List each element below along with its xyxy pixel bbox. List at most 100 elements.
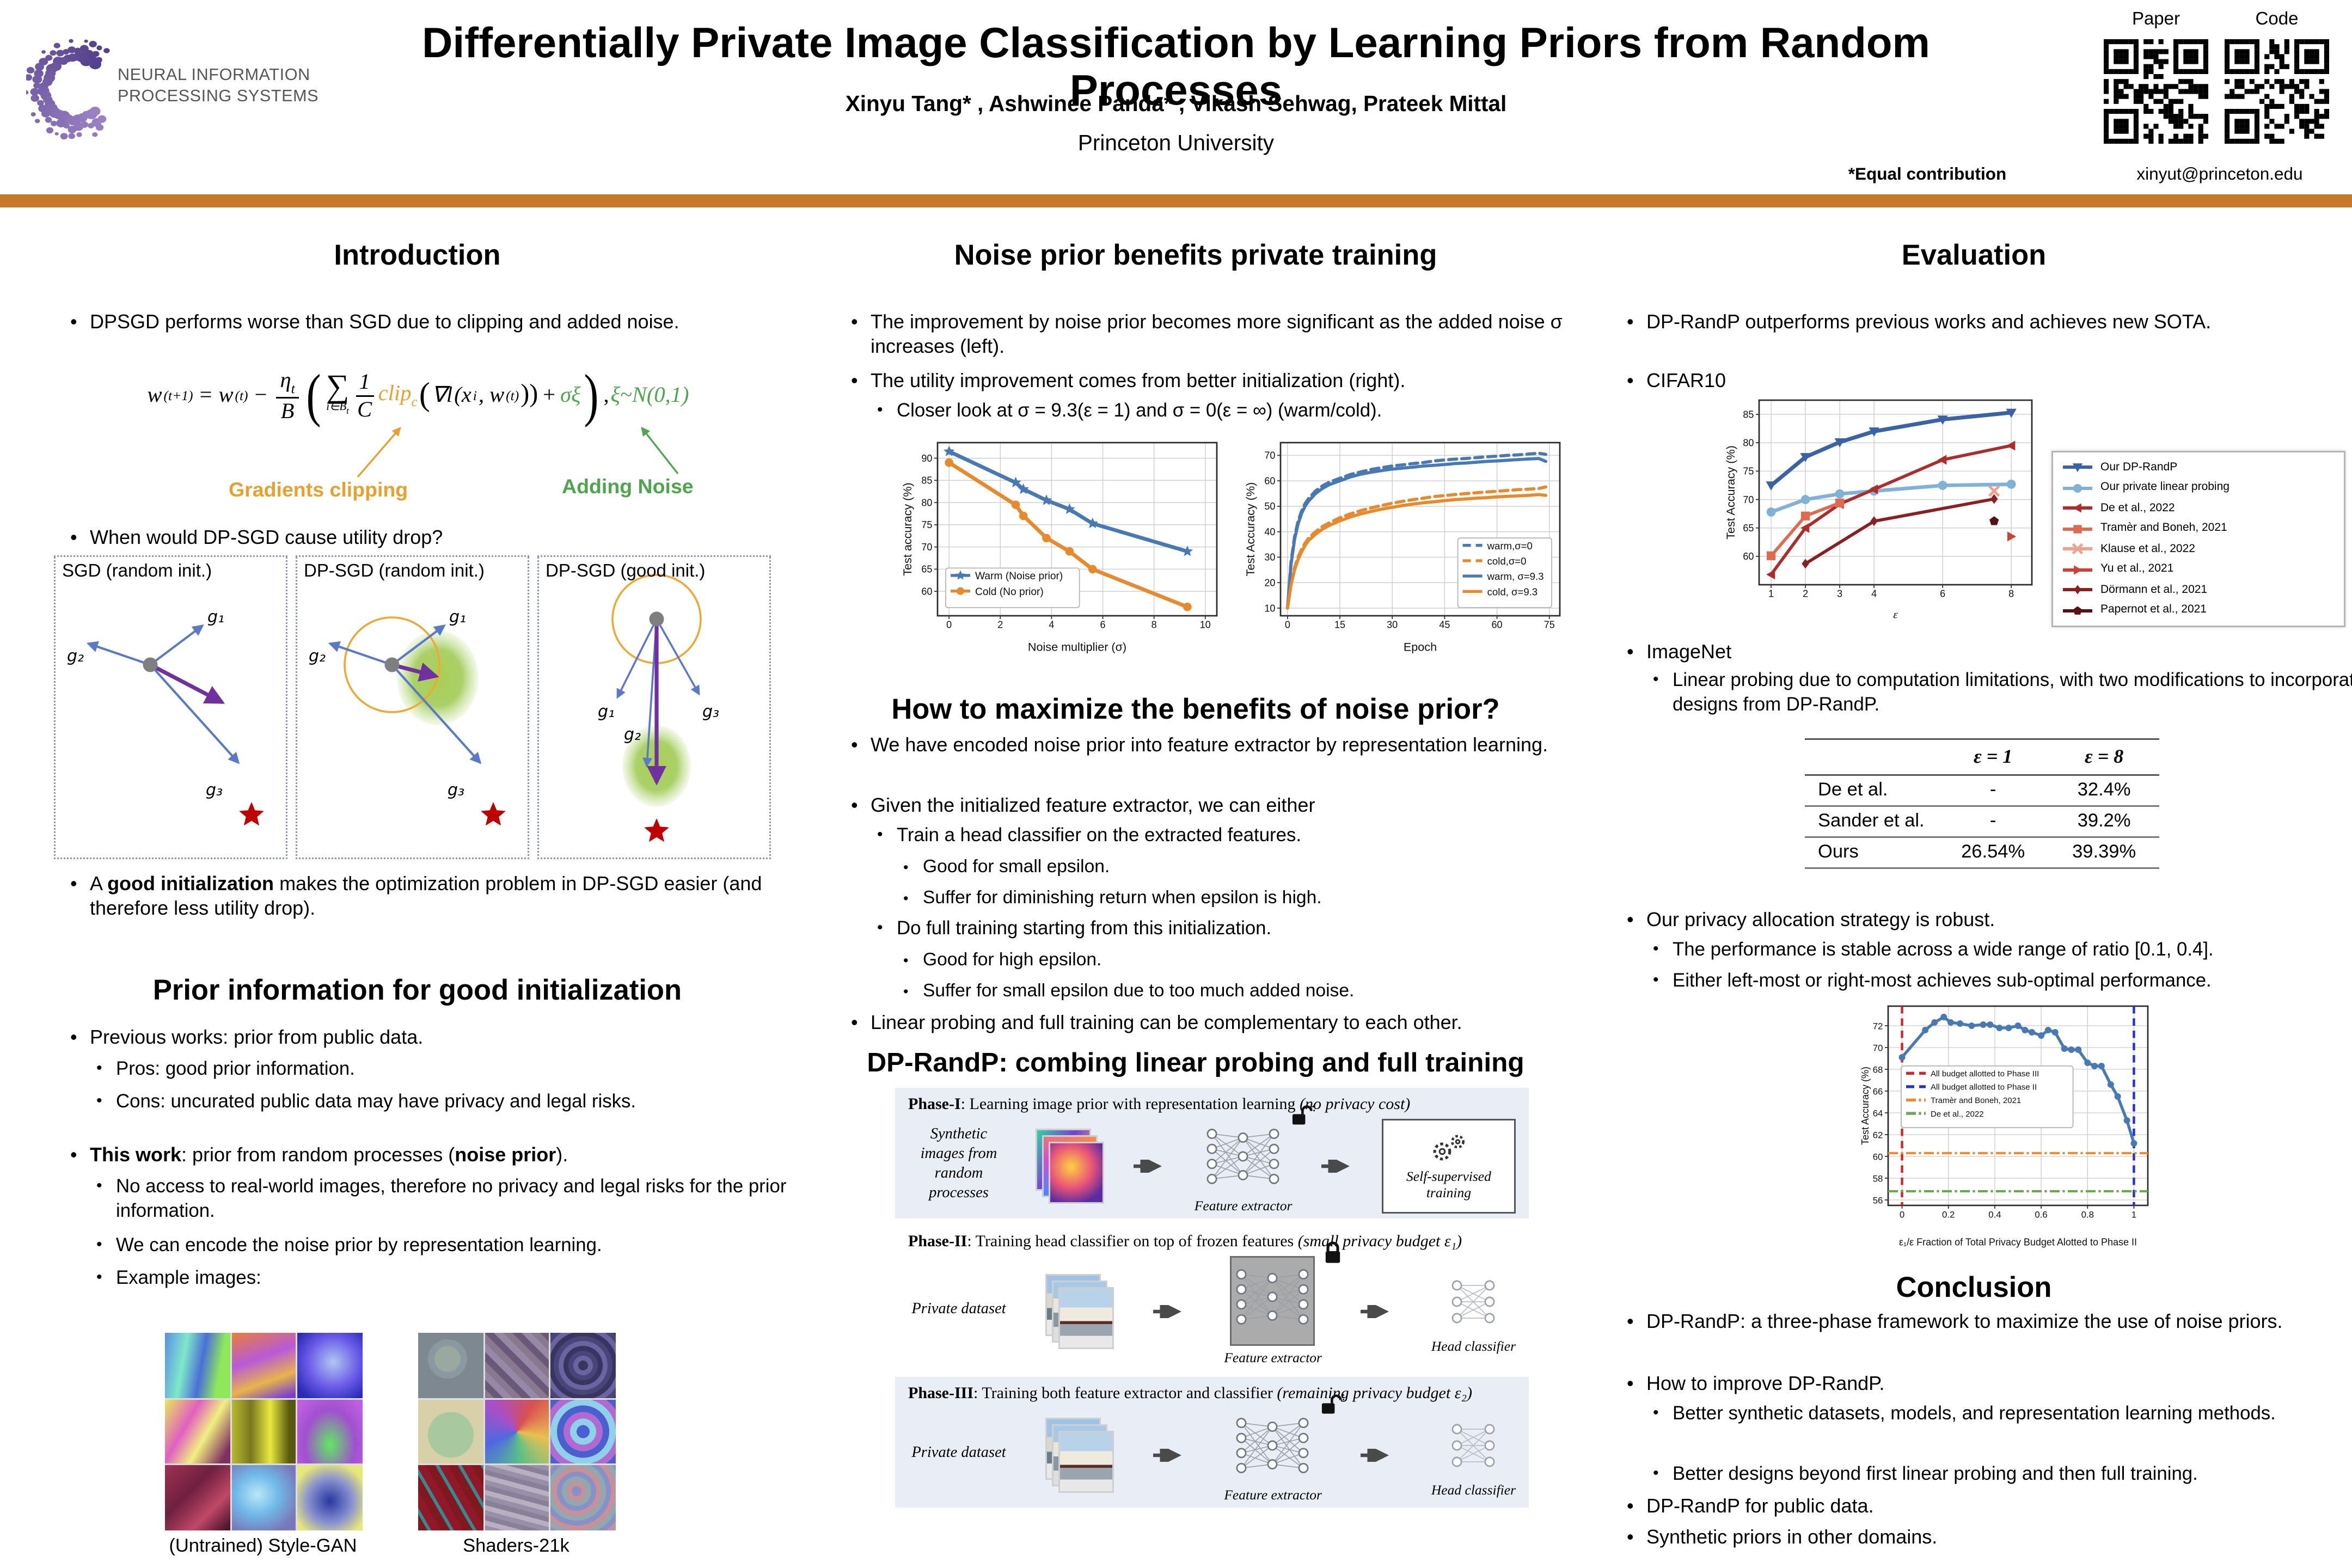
head-classifier-caption: Head classifier: [1431, 1337, 1516, 1353]
legend-item: De et al., 2022: [2061, 500, 2336, 516]
lock-open-icon: [1289, 1102, 1316, 1137]
svg-text:4: 4: [1871, 589, 1877, 599]
svg-text:65: 65: [921, 564, 932, 575]
evaluation-bullet-imagenet: ImageNet: [1622, 640, 2349, 666]
evaluation-bullet-imagenet-a: Linear probing due to computation limita…: [1622, 670, 2352, 718]
svg-text:62: 62: [1873, 1130, 1883, 1140]
privacy-allocation-bullet-b: Either left-most or right-most achieves …: [1622, 970, 2352, 994]
right-arrow-icon: [1133, 1160, 1162, 1173]
feature-extractor-caption: Feature extractor: [1194, 1197, 1293, 1214]
optimum-star-icon: [481, 802, 506, 826]
adding-noise-label: Adding Noise: [562, 475, 694, 498]
conclusion-heading: Conclusion: [1896, 1271, 2052, 1303]
svg-text:warm,σ=0: warm,σ=0: [1487, 540, 1533, 552]
svg-text:45: 45: [1439, 620, 1450, 630]
maximize-bullet-2: Given the initialized feature extractor,…: [846, 794, 1573, 819]
gears-icon: [1433, 1134, 1465, 1160]
budget-ratio-chart: 0 0.2 0.4 0.6 0.8 1 56 58 60 62 64 66 68 70 72 All budg…: [1860, 1005, 2149, 1248]
lock-closed-icon: [1322, 1240, 1345, 1274]
equal-contribution-note: *Equal contribution: [1848, 165, 2007, 185]
svg-text:warm, σ=9.3: warm, σ=9.3: [1487, 571, 1544, 582]
head-classifier-icon: [1451, 1424, 1495, 1467]
phase-3-label: Phase-III: Training both feature extract…: [908, 1385, 1472, 1403]
svg-text:2: 2: [997, 620, 1003, 630]
phase-2-input-label: Private dataset: [911, 1301, 1006, 1318]
svg-text:Warm (Noise prior): Warm (Noise prior): [975, 571, 1063, 582]
good-init-note: A good initialization makes the optimiza…: [65, 872, 802, 922]
code-qr-code: [2225, 39, 2329, 144]
dpsgd-good-init-canvas: g₁ g₂ g₃: [598, 574, 719, 842]
prior-bullet-1: Previous works: prior from public data.: [65, 1026, 802, 1051]
lock-open-icon: [1319, 1392, 1346, 1426]
svg-text:Noise multiplier (σ): Noise multiplier (σ): [1028, 640, 1126, 654]
right-arrow-icon: [1360, 1304, 1389, 1318]
sgd-random-init-canvas: g₁ g₂ g₃: [67, 608, 264, 826]
self-supervised-caption: Self-supervised training: [1406, 1167, 1491, 1200]
feature-extractor-frozen-icon: [1236, 1269, 1309, 1325]
svg-text:0: 0: [946, 620, 952, 630]
legend-item: Dörmann et al., 2021: [2061, 581, 2336, 598]
imagenet-table: ε = 1 ε = 8 De et al. - 32.4% Sander et …: [1805, 738, 2160, 869]
legend-item: Tramèr and Boneh, 2021: [2061, 520, 2336, 537]
svg-text:80: 80: [1743, 438, 1754, 449]
svg-text:75: 75: [1544, 620, 1555, 630]
prior-bullet-1b: Cons: uncurated public data may have pri…: [65, 1091, 828, 1115]
conclusion-bullet-4: Synthetic priors in other domains.: [1622, 1526, 2352, 1551]
maximize-bullet-2a2: Suffer for diminishing return when epsil…: [846, 887, 1625, 910]
feature-extractor-caption: Feature extractor: [1224, 1349, 1322, 1365]
evaluation-bullet-1: DP-RandP outperforms previous works and …: [1622, 310, 2349, 336]
stylegan-example-grid: [165, 1333, 363, 1530]
svg-text:60: 60: [1873, 1152, 1883, 1162]
svg-text:3: 3: [1837, 589, 1842, 599]
svg-text:g₁: g₁: [449, 608, 466, 627]
svg-text:75: 75: [921, 519, 932, 530]
dpsgd-good-init-diagram: DP-SGD (good init.) g₁ g₂ g₃: [537, 555, 771, 859]
prior-bullet-2c: Example images:: [65, 1267, 828, 1291]
sgd-random-init-diagram: SGD (random init.) g₁ g₂ g₃: [54, 555, 287, 859]
svg-text:0.4: 0.4: [1988, 1210, 2001, 1220]
prior-bullet-2a: No access to real-world images, therefor…: [65, 1176, 828, 1224]
neurips-logo-icon: [26, 39, 110, 140]
noise-term: σξ: [560, 382, 581, 407]
svg-text:65: 65: [1743, 523, 1754, 534]
feature-extractor-caption: Feature extractor: [1224, 1486, 1322, 1503]
svg-text:0.2: 0.2: [1942, 1210, 1955, 1220]
clip-term: clipc: [378, 381, 418, 410]
cifar10-legend: Our DP-RandP Our private linear probing De…: [2051, 451, 2345, 627]
feature-extractor-icon: [1236, 1418, 1309, 1473]
svg-text:80: 80: [921, 497, 932, 508]
benefits-heading: Noise prior benefits private training: [954, 238, 1437, 271]
svg-text:1: 1: [1768, 589, 1774, 599]
authors: Xinyu Tang* , Ashwinee Panda* , Vikash S…: [845, 91, 1507, 116]
gradients-clipping-label: Gradients clipping: [229, 479, 408, 501]
legend-item: Yu et al., 2021: [2061, 561, 2336, 578]
page-title: Differentially Private Image Classificat…: [422, 18, 1930, 114]
svg-text:Epoch: Epoch: [1404, 640, 1437, 654]
benefits-bullet-2a: Closer look at σ = 9.3(ε = 1) and σ = 0(…: [846, 400, 1596, 424]
shaders-caption: Shaders-21k: [463, 1537, 569, 1557]
intro-bullet-2: When would DP-SGD cause utility drop?: [65, 526, 802, 552]
evaluation-heading: Evaluation: [1901, 238, 2047, 271]
svg-text:Test Accuracy (%): Test Accuracy (%): [1245, 482, 1257, 577]
svg-text:60: 60: [1492, 620, 1503, 630]
head-classifier-caption: Head classifier: [1431, 1481, 1516, 1498]
synthetic-images-stack: [1036, 1129, 1105, 1204]
svg-text:70: 70: [1873, 1043, 1883, 1053]
svg-text:g₂: g₂: [67, 647, 84, 666]
table-row: Ours 26.54% 39.39%: [1805, 837, 2160, 869]
svg-text:g₂: g₂: [624, 725, 641, 744]
svg-text:50: 50: [1264, 501, 1275, 512]
svg-text:0.8: 0.8: [2081, 1210, 2094, 1220]
svg-text:15: 15: [1334, 620, 1345, 630]
intro-heading: Introduction: [334, 238, 501, 271]
svg-text:g₃: g₃: [702, 702, 719, 721]
intro-bullet-1: DPSGD performs worse than SGD due to cli…: [65, 310, 802, 336]
feature-extractor-icon: [1207, 1129, 1280, 1184]
svg-text:68: 68: [1873, 1064, 1883, 1075]
neurips-logo-text: NEURAL INFORMATION PROCESSING SYSTEMS: [118, 67, 319, 106]
conclusion-bullet-3: DP-RandP for public data.: [1622, 1494, 2352, 1520]
prior-heading: Prior information for good initializatio…: [152, 973, 682, 1006]
svg-text:De et al., 2022: De et al., 2022: [1931, 1110, 1984, 1119]
maximize-bullet-2b1: Good for high epsilon.: [846, 949, 1625, 972]
